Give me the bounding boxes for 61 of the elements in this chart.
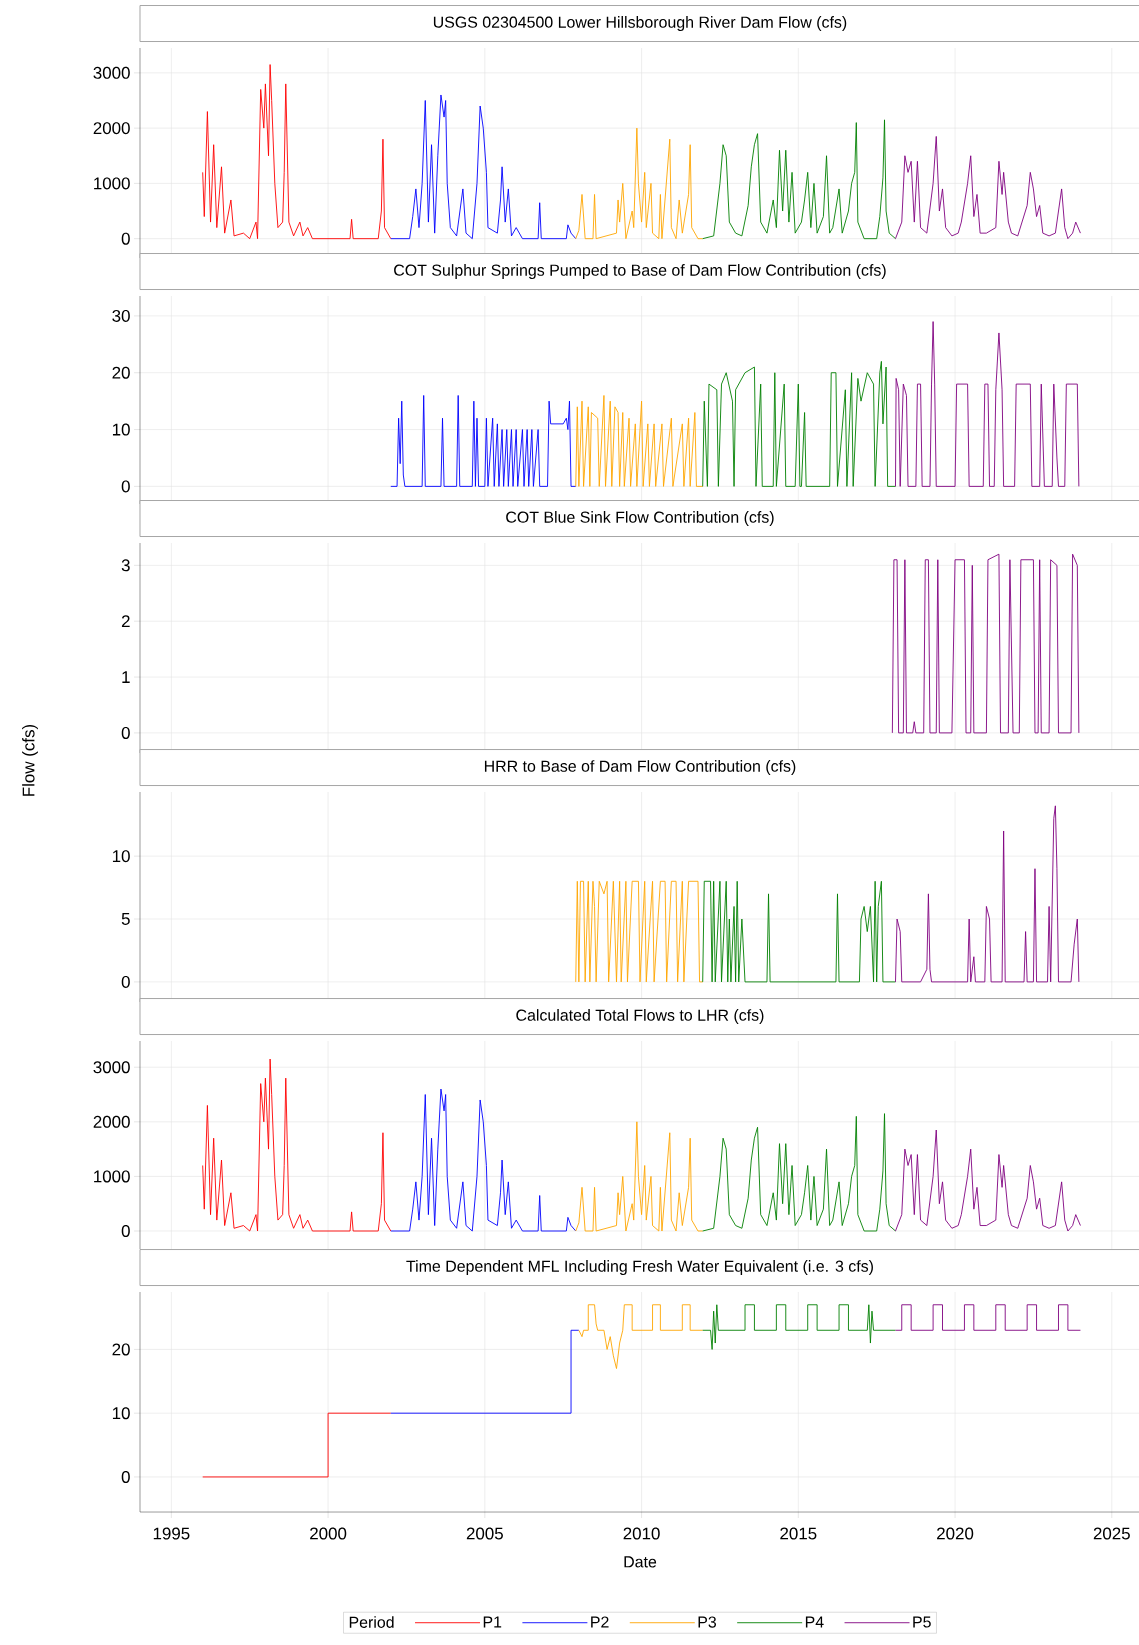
x-tick-label: 2005 <box>466 1527 503 1540</box>
y-tick-label: 3000 <box>93 1061 130 1074</box>
legend-label: P5 <box>913 1616 931 1628</box>
line-series <box>390 1088 577 1232</box>
line-series <box>895 805 1080 983</box>
line-series <box>390 395 577 487</box>
x-tick-label: 2015 <box>780 1527 817 1540</box>
line-series <box>702 1304 896 1350</box>
line-series <box>895 135 1081 240</box>
y-tick-label: 0 <box>121 480 130 493</box>
line-series <box>575 880 704 983</box>
line-series <box>702 880 896 983</box>
line-series <box>895 1129 1081 1232</box>
chart-title: Calculated Total Flows to LHR (cfs) <box>516 1009 764 1024</box>
line-series <box>578 1304 704 1369</box>
legend-label: P2 <box>591 1616 609 1628</box>
line-series <box>702 1113 896 1232</box>
legend-label: P1 <box>483 1616 502 1628</box>
x-tick-label: 2000 <box>310 1527 347 1540</box>
legend-title: Period <box>349 1616 394 1628</box>
y-tick-label: 0 <box>121 1470 130 1483</box>
line-series <box>702 119 896 240</box>
line-series <box>575 1121 704 1232</box>
y-tick-label: 5 <box>121 913 130 925</box>
y-tick-label: 0 <box>121 975 130 988</box>
legend-label: P3 <box>698 1616 717 1628</box>
line-series <box>702 360 896 487</box>
x-tick-label: 2020 <box>937 1527 974 1540</box>
y-tick-label: 10 <box>112 850 130 863</box>
y-tick-label: 1000 <box>94 177 130 190</box>
chart-title: USGS 02304500 Lower Hillsborough River Dam Flow (cfs) <box>433 16 847 31</box>
y-tick-label: 10 <box>112 1407 130 1420</box>
y-tick-label: 20 <box>112 1343 130 1356</box>
y-axis-title: Flow (cfs) <box>22 724 38 796</box>
legend-label: P4 <box>805 1616 824 1628</box>
chart-title: COT Blue Sink Flow Contribution (cfs) <box>506 511 774 526</box>
y-tick-label: 0 <box>121 232 130 245</box>
chart-title: HRR to Base of Dam Flow Contribution (cfs) <box>484 760 796 775</box>
y-tick-label: 3 <box>121 559 130 572</box>
y-tick-label: 0 <box>121 1225 130 1238</box>
chart-title: Time Dependent MFL Including Fresh Water Equivalent (i.e. 3 cfs) <box>406 1260 873 1275</box>
line-series <box>575 127 704 240</box>
x-axis-title: Date <box>624 1556 657 1568</box>
x-tick-label: 2025 <box>1093 1527 1130 1540</box>
y-tick-label: 1 <box>122 671 130 683</box>
y-tick-label: 0 <box>121 726 130 739</box>
x-tick-label: 2010 <box>623 1527 660 1540</box>
y-tick-label: 2000 <box>93 1115 130 1128</box>
chart-title: COT Sulphur Springs Pumped to Base of Dam Flow Contribution (cfs) <box>394 264 886 279</box>
x-tick-label: 1995 <box>153 1527 190 1540</box>
line-series <box>390 94 577 240</box>
y-tick-label: 3000 <box>93 66 130 79</box>
line-series <box>575 395 704 487</box>
line-series <box>891 553 1080 734</box>
line-series <box>895 321 1080 487</box>
y-tick-label: 30 <box>112 309 130 322</box>
y-tick-label: 1000 <box>94 1170 130 1183</box>
y-tick-label: 10 <box>112 423 130 436</box>
y-tick-label: 20 <box>112 366 130 379</box>
y-tick-label: 2 <box>121 615 130 628</box>
y-tick-label: 2000 <box>93 122 130 135</box>
